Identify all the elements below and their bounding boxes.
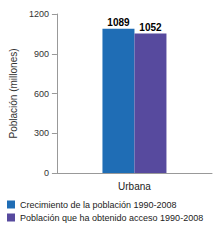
svg-text:1200: 1200 [29,9,49,19]
svg-text:1052: 1052 [139,22,162,33]
svg-text:Urbana: Urbana [118,181,151,192]
svg-text:0: 0 [44,168,49,178]
svg-text:Población (millones): Población (millones) [8,48,19,138]
svg-text:1089: 1089 [107,17,130,28]
svg-text:Crecimiento de la población 19: Crecimiento de la población 1990-2008 [20,200,177,210]
svg-text:900: 900 [34,49,49,59]
svg-text:600: 600 [34,89,49,99]
svg-text:300: 300 [34,128,49,138]
svg-text:Población que ha obtenido acce: Población que ha obtenido acceso 1990-20… [20,213,203,223]
